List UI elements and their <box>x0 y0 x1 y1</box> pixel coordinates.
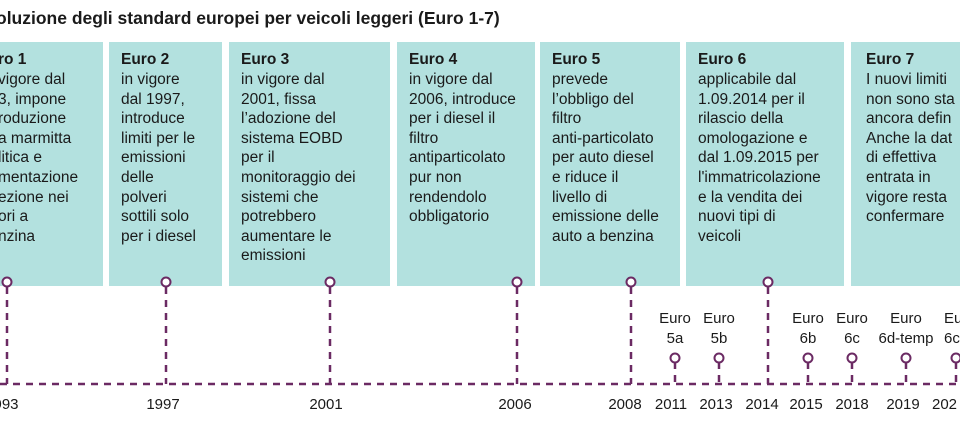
year-label: 2001 <box>309 396 343 413</box>
card-heading: Euro 7 <box>866 51 915 68</box>
year-label: 202 <box>932 396 958 413</box>
timeline-marker <box>802 352 814 364</box>
card-heading: Euro 6 <box>698 51 747 68</box>
sub-standard-label: Euro 6d-temp <box>878 310 934 347</box>
card-heading: ro 1 <box>0 51 27 68</box>
card-euro-4: Euro 4 in vigore dal 2006, introduce per… <box>397 42 535 286</box>
card-heading: Euro 2 <box>121 51 170 68</box>
year-label: 2019 <box>886 396 920 413</box>
card-text: in vigore dal 2006, introduce per i dies… <box>409 71 516 226</box>
timeline-marker <box>950 352 960 364</box>
year-label: 2006 <box>498 396 532 413</box>
year-label: 2008 <box>608 396 642 413</box>
timeline-marker <box>846 352 858 364</box>
card-euro-1: ro 1 vigore dal 3, impone roduzione a ma… <box>0 42 103 286</box>
timeline-marker <box>762 276 774 288</box>
timeline-marker <box>160 276 172 288</box>
card-text: vigore dal 3, impone roduzione a marmitt… <box>0 71 79 245</box>
timeline-marker <box>324 276 336 288</box>
card-text: applicabile dal 1.09.2014 per il rilasci… <box>698 71 821 245</box>
year-label: 2015 <box>789 396 823 413</box>
year-label: 2014 <box>745 396 779 413</box>
year-label: 2018 <box>835 396 869 413</box>
card-euro-3: Euro 3 in vigore dal 2001, fissa l’adozi… <box>229 42 390 286</box>
card-text: in vigore dal 1997, introduce limiti per… <box>121 71 196 245</box>
sub-standard-label: Euro 5a <box>659 310 691 347</box>
timeline-marker <box>625 276 637 288</box>
sub-standard-label: Eur 6c <box>944 310 960 347</box>
timeline-marker <box>900 352 912 364</box>
card-text: I nuovi limiti non sono sta ancora defin… <box>866 71 955 226</box>
card-euro-5: Euro 5 prevede l’obbligo del filtro anti… <box>540 42 680 286</box>
sub-standard-label: Euro 5b <box>703 310 735 347</box>
card-heading: Euro 4 <box>409 51 458 68</box>
diagram-title: oluzione degli standard europei per veic… <box>0 8 500 28</box>
card-heading: Euro 5 <box>552 51 601 68</box>
card-heading: Euro 3 <box>241 51 290 68</box>
sub-standard-label: Euro 6b <box>792 310 824 347</box>
year-label: 2011 <box>654 396 688 413</box>
timeline-marker <box>669 352 681 364</box>
year-label: 2013 <box>699 396 733 413</box>
year-label: 1997 <box>146 396 180 413</box>
card-text: in vigore dal 2001, fissa l’adozione del… <box>241 71 356 265</box>
timeline-marker <box>1 276 13 288</box>
card-euro-2: Euro 2 in vigore dal 1997, introduce lim… <box>109 42 222 286</box>
card-euro-7: Euro 7 I nuovi limiti non sono sta ancor… <box>851 42 960 286</box>
card-euro-6: Euro 6 applicabile dal 1.09.2014 per il … <box>686 42 844 286</box>
timeline-marker <box>511 276 523 288</box>
sub-standard-label: Euro 6c <box>836 310 868 347</box>
card-text: prevede l’obbligo del filtro anti-partic… <box>552 71 659 245</box>
year-label: 993 <box>0 396 19 413</box>
timeline-marker <box>713 352 725 364</box>
